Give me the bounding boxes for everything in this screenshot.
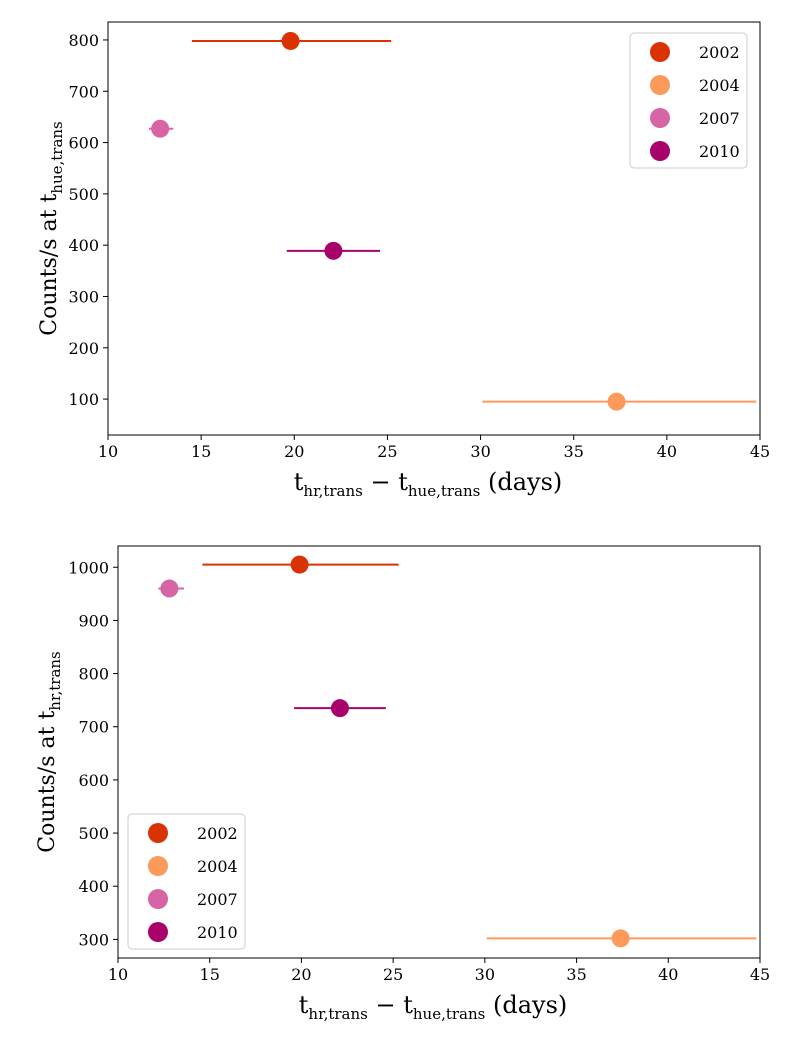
legend: 2002 2004 2007 2010: [127, 813, 246, 950]
x-tick-label: 45: [750, 965, 770, 984]
legend-label-2002: 2002: [197, 824, 238, 843]
x-tick-label: 40: [657, 442, 677, 461]
x-label-sub: hr,trans: [303, 482, 362, 500]
x-tick-label: 35: [564, 442, 584, 461]
y-tick-label: 400: [78, 877, 109, 896]
y-tick-label: 600: [68, 134, 99, 153]
y-tick-label: 700: [78, 718, 109, 737]
legend: 2002 2004 2007 2010: [629, 32, 748, 169]
y-tick-label: 200: [68, 339, 99, 358]
x-tick-label: 35: [566, 965, 586, 984]
legend-marker-2004: [650, 75, 670, 95]
x-label-sub: hr,trans: [308, 1005, 367, 1023]
legend-label-2010: 2010: [197, 923, 238, 942]
x-label-part: − t: [363, 468, 408, 496]
x-label-part: t: [299, 991, 309, 1019]
x-axis-label: thr,trans − thue,trans (days): [294, 468, 563, 500]
data-point-2004: [611, 929, 630, 948]
y-label-sub: hr,trans: [46, 651, 64, 710]
x-tick-label: 25: [383, 965, 403, 984]
y-tick-label: 800: [68, 31, 99, 50]
legend-marker-2007: [148, 889, 168, 909]
x-label-sub: hue,trans: [413, 1005, 485, 1023]
chart-panel-1: 10 15 20 25 30 35 40 45 100 200 300 400 500 600 700 800…: [37, 21, 770, 500]
y-axis-label: Counts/s at thue,trans: [37, 121, 66, 336]
legend-marker-2002: [650, 42, 670, 62]
y-tick-label: 400: [68, 236, 99, 255]
x-axis-label: thr,trans − thue,trans (days): [299, 991, 568, 1023]
y-tick-label: 1000: [68, 558, 109, 577]
legend-label-2007: 2007: [699, 109, 740, 128]
x-tick-label: 20: [284, 442, 304, 461]
y-axis-label: Counts/s at thr,trans: [35, 651, 64, 853]
data-point-2007: [160, 579, 179, 598]
y-tick-label: 300: [68, 287, 99, 306]
x-tick-label: 30: [470, 442, 490, 461]
x-tick-label: 30: [475, 965, 495, 984]
x-label-part: (days): [480, 468, 562, 496]
legend-label-2002: 2002: [699, 43, 740, 62]
y-tick-label: 900: [78, 611, 109, 630]
legend-box: [127, 813, 246, 950]
legend-label-2007: 2007: [197, 890, 238, 909]
x-tick-label: 40: [658, 965, 678, 984]
y-tick-label: 800: [78, 665, 109, 684]
x-label-part: t: [294, 468, 304, 496]
x-label-sub: hue,trans: [408, 482, 480, 500]
y-tick-label: 500: [68, 185, 99, 204]
legend-marker-2007: [650, 108, 670, 128]
x-tick-label: 25: [377, 442, 397, 461]
x-tick-label: 15: [191, 442, 211, 461]
legend-marker-2010: [650, 141, 670, 161]
x-label-part: (days): [485, 991, 567, 1019]
x-tick-label: 10: [98, 442, 118, 461]
legend-marker-2002: [148, 823, 168, 843]
legend-box: [629, 32, 748, 169]
y-tick-label: 100: [68, 390, 99, 409]
data-point-2002: [281, 31, 300, 50]
plot-frame: [117, 545, 761, 959]
chart-panel-2: 10 15 20 25 30 35 40 45 300 400 500 600 700 800 900 100…: [35, 545, 770, 1023]
x-label-part: − t: [368, 991, 413, 1019]
y-label-sub: hue,trans: [48, 121, 66, 193]
y-tick-label: 700: [68, 82, 99, 101]
x-tick-label: 15: [200, 965, 220, 984]
data-point-2007: [151, 119, 170, 138]
y-label-part: Counts/s at t: [37, 194, 62, 336]
y-label-part: Counts/s at t: [35, 711, 60, 853]
y-tick-label: 500: [78, 824, 109, 843]
plot-frame: [107, 21, 761, 436]
x-tick-label: 20: [291, 965, 311, 984]
y-tick-label: 600: [78, 771, 109, 790]
legend-label-2004: 2004: [699, 76, 740, 95]
legend-label-2010: 2010: [699, 142, 740, 161]
data-point-2002: [290, 555, 309, 574]
data-point-2004: [607, 392, 626, 411]
y-tick-label: 300: [78, 930, 109, 949]
x-tick-label: 45: [750, 442, 770, 461]
legend-marker-2004: [148, 856, 168, 876]
legend-marker-2010: [148, 922, 168, 942]
x-tick-label: 10: [108, 965, 128, 984]
data-point-2010: [324, 241, 343, 260]
data-point-2010: [330, 699, 349, 718]
legend-label-2004: 2004: [197, 857, 238, 876]
